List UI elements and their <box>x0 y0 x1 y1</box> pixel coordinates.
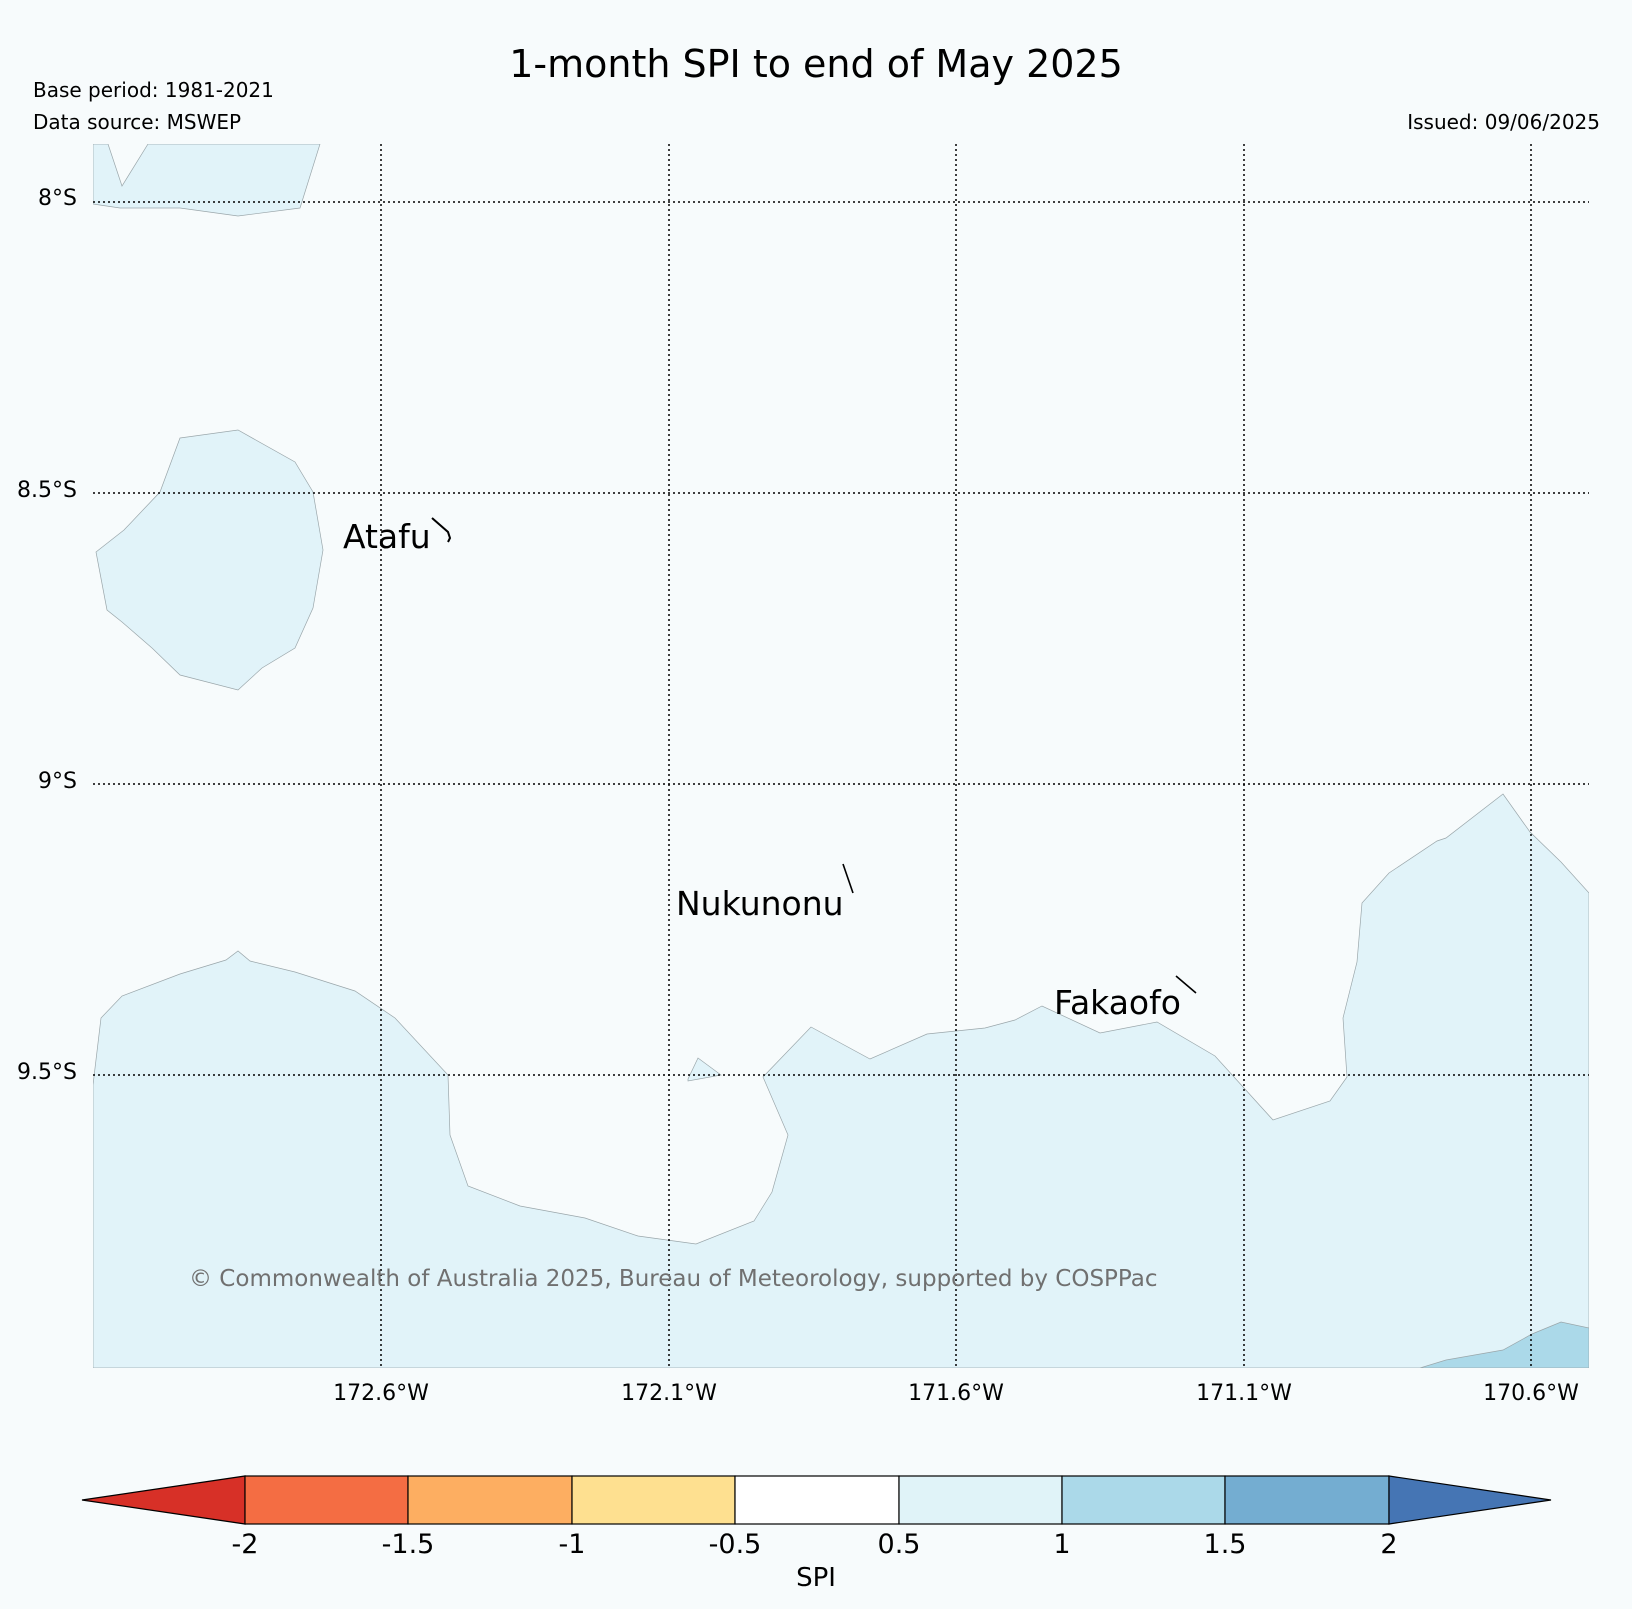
issued-date-text: Issued: 09/06/2025 <box>1407 110 1600 134</box>
nukunonu-atoll-shape <box>842 863 854 894</box>
place-label-atafu: Atafu <box>343 517 431 556</box>
base-period-text: Base period: 1981-2021 <box>33 78 274 102</box>
colorbar-segment <box>244 1475 409 1525</box>
lat-label: 8°S <box>38 186 77 211</box>
colorbar-label: SPI <box>796 1563 836 1593</box>
map-title: 1-month SPI to end of May 2025 <box>509 42 1123 86</box>
colorbar-tick-label: 1 <box>1053 1529 1071 1560</box>
atafu-atoll-shape <box>431 517 452 543</box>
graticule <box>93 144 1589 1368</box>
place-label-fakaofo: Fakaofo <box>1054 983 1181 1022</box>
lat-label: 8.5°S <box>17 478 77 503</box>
colorbar-segment <box>571 1475 736 1525</box>
colorbar-extend-high <box>1388 1475 1552 1525</box>
spi-region-atafu <box>95 429 324 691</box>
colorbar-tick-label: 2 <box>1380 1529 1398 1560</box>
colorbar-segment <box>1061 1475 1226 1525</box>
spi-region-nukunonu-spit <box>687 1057 722 1082</box>
colorbar-tick-label: -0.5 <box>708 1529 762 1560</box>
colorbar-segment <box>898 1475 1063 1525</box>
map-plot-area <box>93 144 1589 1368</box>
lon-label: 172.1°W <box>621 1381 717 1406</box>
colorbar-segment <box>1224 1475 1390 1525</box>
lon-label: 170.6°W <box>1483 1381 1579 1406</box>
lon-label: 171.6°W <box>908 1381 1004 1406</box>
fakaofo-atoll-shape <box>1175 975 1197 994</box>
lon-label: 171.1°W <box>1196 1381 1292 1406</box>
colorbar-tick-label: 0.5 <box>877 1529 921 1560</box>
colorbar-segment <box>734 1475 900 1525</box>
lat-label: 9.5°S <box>17 1060 77 1085</box>
place-label-nukunonu: Nukunonu <box>676 884 844 923</box>
spi-region-top-left <box>93 144 321 217</box>
copyright-text: © Commonwealth of Australia 2025, Bureau… <box>189 1266 1158 1292</box>
colorbar-extend-low <box>81 1475 246 1525</box>
colorbar-tick-label: -2 <box>231 1529 259 1560</box>
colorbar-tick-label: -1.5 <box>381 1529 435 1560</box>
colorbar-tick-label: -1 <box>558 1529 586 1560</box>
colorbar-segment <box>407 1475 573 1525</box>
data-source-text: Data source: MSWEP <box>33 110 242 134</box>
colorbar-tick-label: 1.5 <box>1203 1529 1247 1560</box>
lon-label: 172.6°W <box>333 1381 429 1406</box>
spi-region-south <box>93 793 1589 1368</box>
spi-region-southeast-high <box>1419 1321 1589 1368</box>
colorbar <box>81 1475 1552 1525</box>
lat-label: 9°S <box>38 769 77 794</box>
